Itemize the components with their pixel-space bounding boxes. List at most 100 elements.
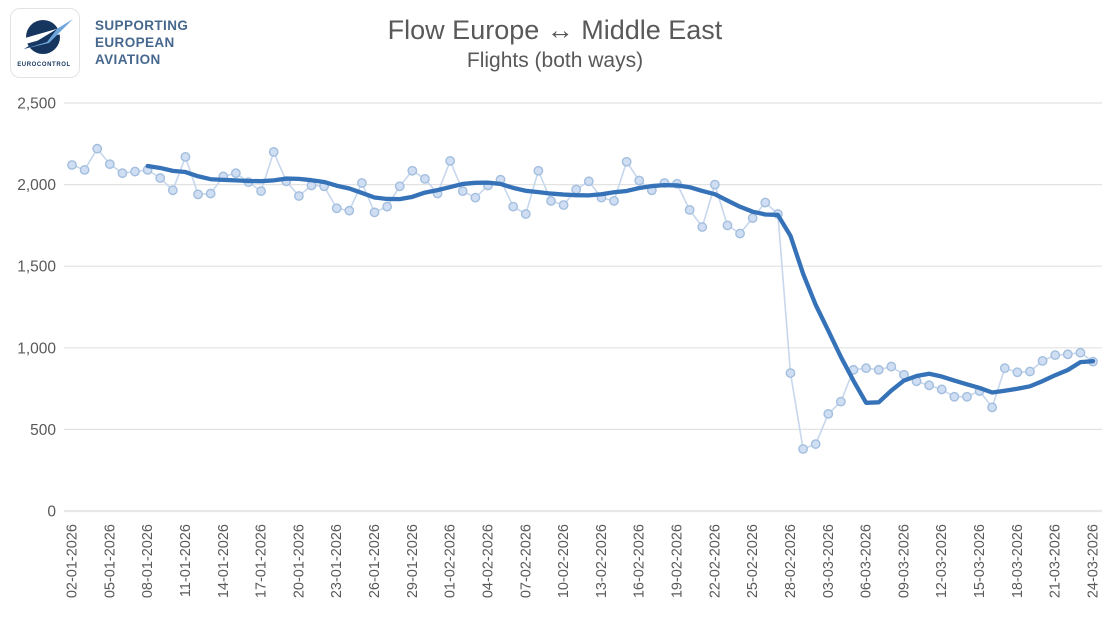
daily-series-marker bbox=[92, 143, 103, 154]
x-tick-label: 19-02-2026 bbox=[670, 524, 686, 598]
x-tick-label: 02-01-2026 bbox=[65, 524, 81, 598]
y-tick-label: 1,000 bbox=[17, 340, 56, 357]
daily-series-marker bbox=[230, 168, 241, 179]
x-tick-label: 29-01-2026 bbox=[405, 524, 421, 598]
daily-series-marker bbox=[155, 173, 166, 183]
x-tick-label: 08-01-2026 bbox=[140, 524, 156, 598]
daily-series-marker bbox=[873, 364, 884, 375]
daily-series-marker bbox=[924, 380, 935, 391]
gridlines bbox=[64, 102, 1102, 513]
daily-series-marker bbox=[382, 201, 393, 212]
y-tick-label: 0 bbox=[47, 504, 56, 521]
daily-series-marker bbox=[1062, 349, 1073, 360]
daily-series-marker bbox=[999, 363, 1010, 374]
y-tick-label: 2,000 bbox=[17, 177, 56, 194]
daily-series-marker bbox=[268, 147, 279, 157]
daily-series-marker bbox=[167, 185, 178, 196]
daily-series-marker bbox=[1075, 347, 1086, 358]
chart-subtitle: Flights (both ways) bbox=[466, 49, 644, 72]
x-tick-label: 17-01-2026 bbox=[254, 524, 270, 598]
x-tick-label: 20-01-2026 bbox=[291, 524, 307, 598]
daily-series-marker bbox=[104, 159, 115, 170]
daily-series-marker bbox=[747, 213, 758, 223]
daily-series-marker bbox=[634, 175, 645, 186]
x-tick-label: 26-01-2026 bbox=[367, 524, 383, 598]
x-tick-label: 07-02-2026 bbox=[518, 524, 534, 598]
x-tick-label: 23-01-2026 bbox=[329, 524, 345, 598]
daily-series-marker bbox=[520, 209, 531, 219]
daily-series-marker bbox=[571, 184, 582, 195]
daily-series-marker bbox=[256, 186, 266, 197]
daily-series-marker bbox=[205, 188, 216, 199]
x-tick-label: 04-02-2026 bbox=[480, 524, 496, 598]
daily-series-marker bbox=[117, 168, 128, 179]
x-tick-label: 22-02-2026 bbox=[707, 524, 723, 598]
daily-series-marker bbox=[420, 173, 430, 184]
daily-series-marker bbox=[293, 191, 304, 201]
daily-series-marker bbox=[180, 151, 191, 162]
x-tick-label: 10-02-2026 bbox=[556, 524, 572, 598]
x-axis-labels: 02-01-2026 05-01-2026 08-01-2026 11-01-2026… bbox=[65, 524, 1102, 598]
daily-series-marker bbox=[457, 186, 468, 197]
x-tick-label: 28-02-2026 bbox=[783, 524, 799, 598]
daily-series-marker bbox=[987, 402, 998, 413]
x-tick-label: 06-03-2026 bbox=[859, 524, 875, 598]
x-tick-label: 14-01-2026 bbox=[216, 524, 232, 598]
daily-series-marker bbox=[1050, 350, 1061, 361]
daily-series bbox=[67, 143, 1098, 454]
eurocontrol-logo: EUROCONTROL bbox=[10, 8, 80, 78]
chart-title: Flow Europe ↔ Middle East bbox=[387, 15, 723, 45]
daily-series-marker bbox=[470, 192, 481, 203]
tagline-line-3: AVIATION bbox=[95, 52, 161, 67]
x-tick-label: 25-02-2026 bbox=[745, 524, 761, 598]
x-tick-label: 01-02-2026 bbox=[443, 524, 459, 598]
x-tick-label: 18-03-2026 bbox=[1010, 524, 1026, 598]
tagline-line-1: SUPPORTING bbox=[95, 18, 189, 33]
daily-series-marker bbox=[558, 200, 569, 210]
daily-series-marker bbox=[369, 207, 380, 218]
daily-series-marker bbox=[533, 165, 544, 176]
tagline: SUPPORTING EUROPEAN AVIATION bbox=[95, 17, 188, 68]
daily-series-marker bbox=[1012, 367, 1023, 378]
daily-series-marker bbox=[760, 197, 771, 208]
daily-series-marker bbox=[1037, 355, 1048, 366]
x-tick-label: 21-03-2026 bbox=[1048, 524, 1064, 598]
daily-series-marker bbox=[709, 179, 720, 190]
daily-series-line bbox=[71, 147, 1094, 451]
x-tick-label: 09-03-2026 bbox=[896, 524, 912, 598]
y-axis-labels: 0 500 1,000 1,500 2,000 2,500 bbox=[17, 96, 56, 521]
y-tick-label: 1,500 bbox=[17, 259, 56, 276]
daily-series-marker bbox=[130, 166, 140, 177]
eurocontrol-logo-text: EUROCONTROL bbox=[17, 62, 71, 68]
daily-series-marker bbox=[546, 196, 556, 206]
daily-series-marker bbox=[331, 203, 342, 214]
x-tick-label: 11-01-2026 bbox=[178, 524, 194, 597]
daily-series-marker bbox=[1025, 366, 1035, 377]
daily-series-marker bbox=[962, 391, 972, 402]
daily-series-marker bbox=[621, 156, 632, 167]
daily-series-marker bbox=[798, 444, 808, 454]
daily-series-marker bbox=[344, 205, 355, 216]
x-tick-label: 24-03-2026 bbox=[1086, 524, 1102, 598]
x-tick-label: 05-01-2026 bbox=[102, 524, 118, 598]
daily-series-marker bbox=[735, 228, 745, 239]
daily-series-marker bbox=[193, 189, 203, 200]
daily-series-marker bbox=[697, 222, 708, 232]
daily-series-marker bbox=[609, 196, 619, 206]
daily-series-marker bbox=[949, 391, 960, 402]
daily-series-marker bbox=[508, 201, 519, 212]
daily-series-marker bbox=[886, 361, 897, 372]
y-tick-label: 2,500 bbox=[17, 96, 56, 113]
daily-series-marker bbox=[861, 363, 872, 374]
daily-series-marker bbox=[407, 165, 418, 176]
titles-block: Flow Europe ↔ Middle East Flights (both … bbox=[0, 14, 1110, 76]
x-tick-label: 12-03-2026 bbox=[934, 524, 950, 598]
daily-series-marker bbox=[445, 156, 456, 166]
x-tick-label: 15-03-2026 bbox=[972, 524, 988, 598]
x-tick-label: 03-03-2026 bbox=[821, 524, 837, 598]
daily-series-marker bbox=[394, 181, 405, 192]
daily-series-marker bbox=[67, 160, 77, 170]
daily-series-marker bbox=[936, 384, 947, 395]
daily-series-marker bbox=[583, 176, 594, 187]
